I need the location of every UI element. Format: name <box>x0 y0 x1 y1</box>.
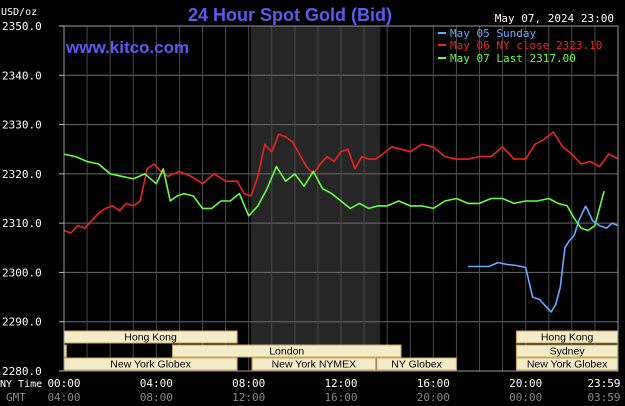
x-tick-label-gmt: 04:00 <box>47 391 80 404</box>
x-tick-label-gmt: 20:00 <box>417 391 450 404</box>
y-tick-label: 2290.0 <box>2 316 42 329</box>
x-tick-label-ny: 20:00 <box>509 377 542 390</box>
x-tick-label-gmt: 16:00 <box>324 391 357 404</box>
legend-may07: May 07 Last 2317.00 <box>450 52 576 65</box>
y-axis-unit: USD/oz <box>1 7 37 18</box>
y-tick-label: 2350.0 <box>2 20 42 33</box>
legend-may05: May 05 Sunday <box>450 27 536 40</box>
y-tick-label: 2340.0 <box>2 69 42 82</box>
legend: May 05 Sunday May 06 NY close 2323.10 Ma… <box>438 27 602 65</box>
series-line-0 <box>468 205 587 313</box>
legend-may06: May 06 NY close 2323.10 <box>450 39 602 52</box>
x-tick-label-gmt: 03:59 <box>587 391 620 404</box>
x-tick-label-gmt: 00:00 <box>509 391 542 404</box>
chart-title: 24 Hour Spot Gold (Bid) <box>188 5 392 25</box>
y-axis-ticks: 2350.0 2340.0 2330.0 2320.0 2310.0 2300.0 2290… <box>2 20 64 378</box>
session-label: New York NYMEX <box>272 359 357 371</box>
x-axis-ticks: 00:0004:0004:0008:0008:0012:0012:0016:00… <box>47 377 620 404</box>
session-bar <box>251 357 377 371</box>
y-tick-label: 2300.0 <box>2 266 42 279</box>
session-label: Hong Kong <box>124 332 177 344</box>
nymex-highlight-band <box>250 26 381 371</box>
session-label: New York Globex <box>527 359 608 371</box>
series-lines <box>63 131 619 313</box>
x-tick-label-ny: 12:00 <box>324 377 357 390</box>
session-bar <box>171 344 402 358</box>
x-tick-label-ny: 23:59 <box>587 377 620 390</box>
y-tick-label: 2320.0 <box>2 168 42 181</box>
session-bar <box>376 357 457 371</box>
session-label: Sydney <box>550 346 586 358</box>
x-tick-label-ny: 04:00 <box>140 377 173 390</box>
x-tick-label-gmt: 12:00 <box>232 391 265 404</box>
series-line-1 <box>63 131 619 234</box>
y-tick-label: 2330.0 <box>2 119 42 132</box>
x-tick-label-gmt: 08:00 <box>140 391 173 404</box>
plot-frame <box>63 25 619 372</box>
session-label: London <box>269 346 304 358</box>
x-tick-label-ny: 16:00 <box>417 377 450 390</box>
site-watermark: www.kitco.com <box>65 38 189 57</box>
session-label: NY Globex <box>391 359 442 371</box>
x-tick-label-ny: 08:00 <box>232 377 265 390</box>
session-label: New York Globex <box>110 359 191 371</box>
session-label: Hong Kong <box>541 332 594 344</box>
series-line-3 <box>584 205 619 229</box>
series-line-2 <box>63 153 605 232</box>
y-tick-label: 2280.0 <box>2 365 42 378</box>
x-row-label-ny: NY Time <box>0 379 42 390</box>
x-row-label-gmt: GMT <box>6 391 26 404</box>
x-tick-label-ny: 00:00 <box>47 377 80 390</box>
timestamp: May 07, 2024 23:00 <box>495 12 614 25</box>
y-tick-label: 2310.0 <box>2 217 42 230</box>
